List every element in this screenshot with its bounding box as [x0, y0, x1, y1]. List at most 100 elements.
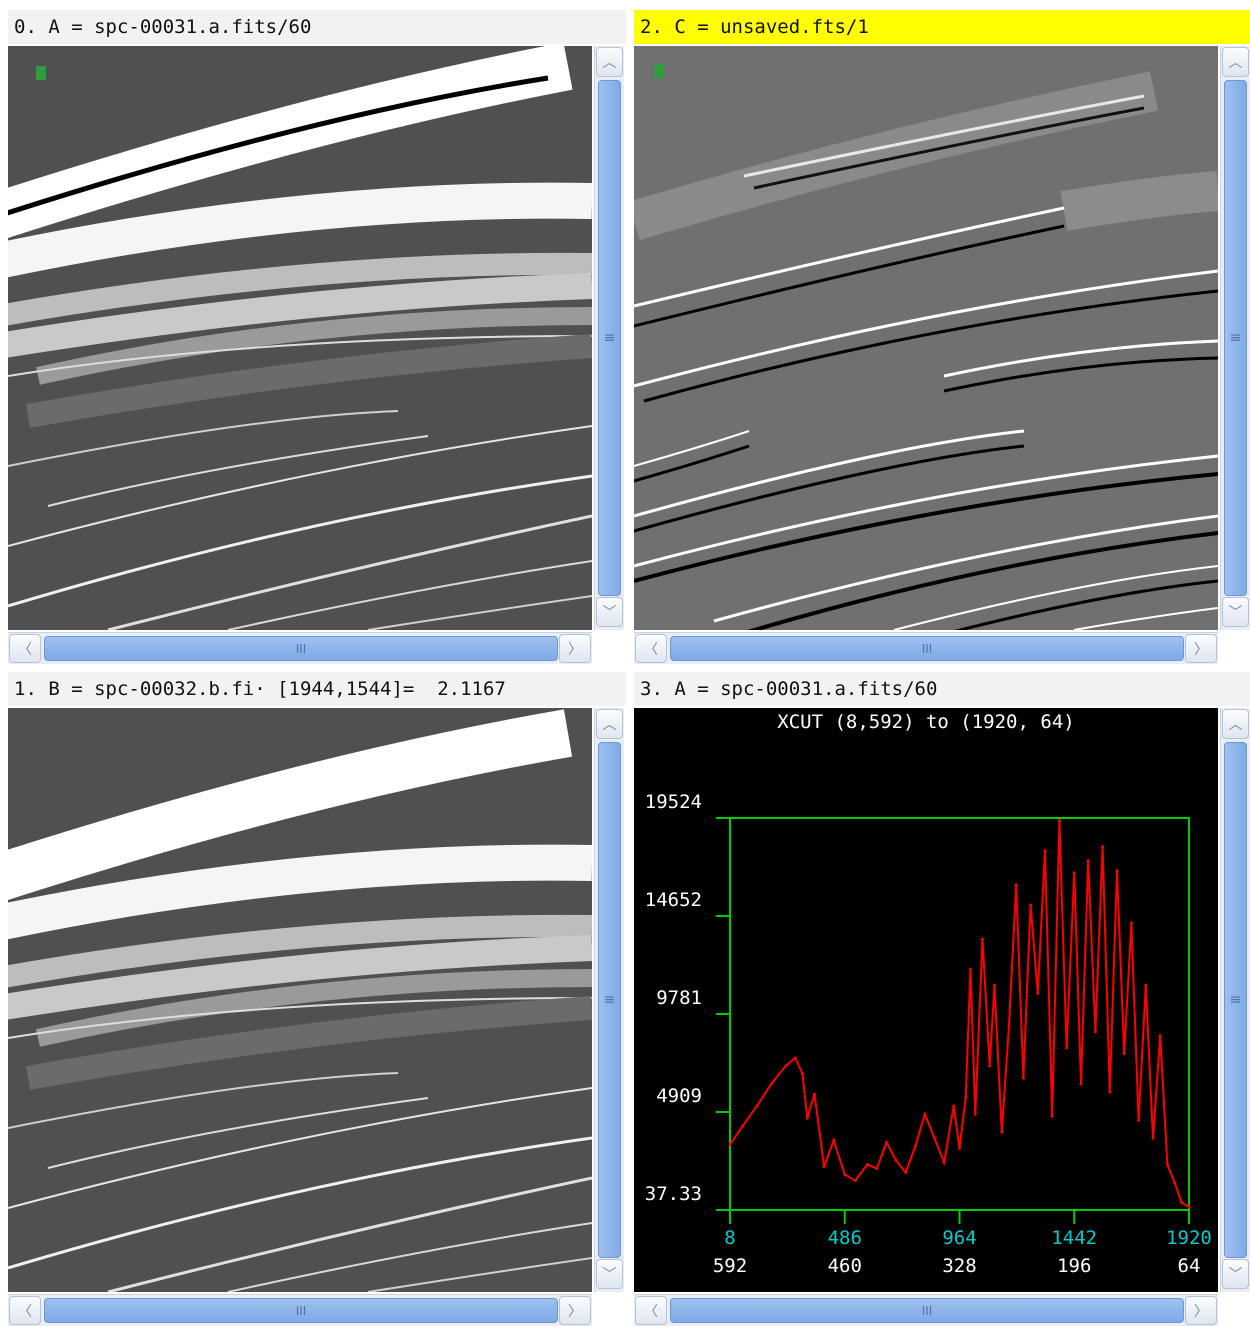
panel-title: 2. C = unsaved.fts/1	[634, 10, 1250, 44]
scroll-thumb[interactable]: III	[670, 1298, 1184, 1323]
data-point	[1187, 1205, 1191, 1209]
chevron-left-icon: 〈	[18, 1303, 32, 1320]
scroll-down-button[interactable]: ﹀	[596, 1259, 623, 1289]
image-view[interactable]	[634, 46, 1218, 630]
data-point	[843, 1173, 847, 1176]
data-point	[813, 1092, 816, 1096]
scroll-left-button[interactable]: 〈	[9, 1296, 41, 1325]
data-point	[769, 1082, 773, 1086]
panel-title: 3. A = spc-00031.a.fits/60	[634, 672, 1250, 706]
data-point	[1165, 1163, 1169, 1166]
horizontal-scrollbar[interactable]: 〈 III 〉	[8, 1294, 592, 1326]
scroll-right-button[interactable]: 〉	[1185, 1296, 1217, 1325]
data-point	[1057, 819, 1061, 822]
chevron-left-icon: 〈	[18, 641, 32, 658]
chevron-up-icon: ︿	[602, 717, 617, 733]
y-tick-label: 4909	[656, 1085, 702, 1107]
scroll-up-button[interactable]: ︿	[1222, 709, 1249, 739]
data-point	[1014, 883, 1018, 887]
image-panel-a: 0. A = spc-00031.a.fits/60 ︿ ≡ ﹀ 〈 I	[8, 10, 626, 666]
vertical-scrollbar[interactable]: ︿ ≡ ﹀	[1220, 708, 1250, 1292]
data-point	[1115, 869, 1119, 873]
horizontal-scrollbar[interactable]: 〈 III 〉	[634, 632, 1218, 664]
chevron-left-icon: 〈	[644, 641, 658, 658]
scroll-thumb[interactable]: III	[44, 1298, 558, 1323]
data-point	[1065, 1046, 1069, 1050]
chevron-down-icon: ﹀	[1228, 605, 1243, 621]
scroll-left-button[interactable]: 〈	[635, 634, 667, 663]
x-tick-label-secondary: 196	[1057, 1255, 1091, 1277]
horizontal-scrollbar[interactable]: 〈 III 〉	[8, 632, 592, 664]
x-tick-label: 8	[724, 1227, 735, 1249]
xcut-chart: XCUT (8,592) to (1920, 64) 8 592 486 460 964…	[645, 711, 1212, 1277]
scroll-thumb[interactable]: ≡	[1224, 80, 1247, 596]
data-point	[755, 1104, 759, 1108]
data-point	[741, 1124, 744, 1128]
y-tick-label: 19524	[645, 791, 702, 813]
chart-title: XCUT (8,592) to (1920, 64)	[777, 711, 1074, 733]
chevron-right-icon: 〉	[1194, 1303, 1208, 1320]
grip-icon: ≡	[603, 992, 616, 1008]
data-point	[822, 1165, 826, 1168]
data-point	[1144, 983, 1148, 987]
data-point	[942, 1161, 946, 1164]
x-tick-label-secondary: 460	[828, 1255, 862, 1277]
marker-icon	[36, 66, 46, 80]
scroll-thumb[interactable]: III	[44, 636, 558, 661]
scroll-up-button[interactable]: ︿	[596, 709, 623, 739]
scroll-down-button[interactable]: ﹀	[1222, 1259, 1249, 1289]
scroll-thumb[interactable]: ≡	[1224, 742, 1247, 1258]
scroll-thumb[interactable]: III	[670, 636, 1184, 661]
scroll-right-button[interactable]: 〉	[559, 1296, 591, 1325]
scroll-up-button[interactable]: ︿	[596, 47, 623, 77]
data-point	[875, 1167, 879, 1170]
data-point	[1072, 871, 1076, 875]
data-point	[1151, 1136, 1155, 1140]
horizontal-scrollbar[interactable]: 〈 III 〉	[634, 1294, 1218, 1326]
data-point	[1029, 903, 1033, 907]
vertical-scrollbar[interactable]: ︿ ≡ ﹀	[1220, 46, 1250, 630]
data-point	[853, 1179, 857, 1183]
grip-icon: ≡	[1229, 992, 1242, 1008]
data-point	[923, 1112, 927, 1116]
y-tick-label: 37.33	[645, 1183, 702, 1205]
panel-title: 1. B = spc-00032.b.fi· [1944,1544]= 2.11…	[8, 672, 626, 706]
data-point	[1173, 1181, 1177, 1185]
data-point	[784, 1064, 788, 1068]
x-tick-label-secondary: 592	[713, 1255, 747, 1277]
data-point	[933, 1136, 936, 1140]
chevron-down-icon: ﹀	[602, 1267, 617, 1283]
vertical-scrollbar[interactable]: ︿ ≡ ﹀	[594, 708, 624, 1292]
data-point	[993, 983, 996, 987]
data-point	[913, 1144, 917, 1148]
scroll-left-button[interactable]: 〈	[635, 1296, 667, 1325]
scroll-down-button[interactable]: ﹀	[1222, 597, 1249, 627]
vertical-scrollbar[interactable]: ︿ ≡ ﹀	[594, 46, 624, 630]
scroll-down-button[interactable]: ﹀	[596, 597, 623, 627]
x-tick-label: 964	[942, 1227, 976, 1249]
plot-view[interactable]: XCUT (8,592) to (1920, 64) 8 592 486 460 964…	[634, 708, 1218, 1292]
scroll-thumb[interactable]: ≡	[598, 80, 621, 596]
marker-icon	[654, 64, 664, 78]
data-point	[904, 1171, 908, 1174]
chevron-left-icon: 〈	[644, 1303, 658, 1320]
plot-frame	[729, 817, 1190, 1211]
data-point	[1122, 1052, 1126, 1056]
data-point	[973, 1112, 977, 1116]
scroll-right-button[interactable]: 〉	[559, 634, 591, 663]
scroll-right-button[interactable]: 〉	[1185, 634, 1217, 663]
x-tick-label: 1920	[1166, 1227, 1212, 1249]
data-point	[1129, 921, 1133, 925]
grip-icon: III	[921, 1303, 933, 1318]
scroll-left-button[interactable]: 〈	[9, 634, 41, 663]
image-view[interactable]	[8, 46, 592, 630]
scroll-up-button[interactable]: ︿	[1222, 47, 1249, 77]
scroll-thumb[interactable]: ≡	[598, 742, 621, 1258]
y-tick-label: 14652	[645, 889, 702, 911]
grip-icon: III	[295, 1303, 307, 1318]
image-panel-b: 1. B = spc-00032.b.fi· [1944,1544]= 2.11…	[8, 672, 626, 1327]
image-view[interactable]	[8, 708, 592, 1292]
chevron-up-icon: ︿	[1228, 55, 1243, 71]
x-tick-label-secondary: 328	[942, 1255, 976, 1277]
plot-panel: 3. A = spc-00031.a.fits/60 XCUT (8,592) …	[634, 672, 1250, 1327]
